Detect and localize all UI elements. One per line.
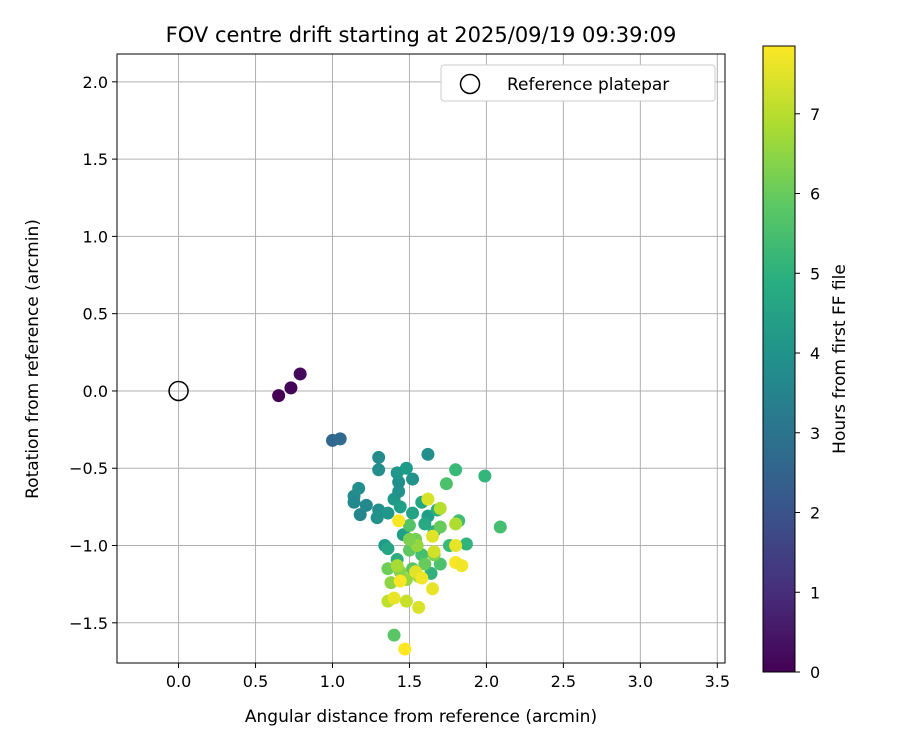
data-point [398, 642, 412, 656]
scatter-points [272, 367, 507, 656]
data-point [353, 508, 367, 522]
colorbar-tick-label: 7 [810, 105, 820, 124]
data-point [359, 498, 373, 512]
data-point [387, 591, 401, 605]
data-point [433, 501, 447, 515]
x-tick-label: 2.0 [474, 672, 499, 691]
colorbar-tick-label: 6 [810, 185, 820, 204]
data-point [333, 432, 347, 446]
data-point [399, 461, 413, 475]
colorbar-label: Hours from first FF file [830, 264, 850, 454]
colorbar-ticks: 0 1 2 3 4 5 6 7 [795, 105, 820, 682]
data-point [449, 517, 463, 531]
data-point [402, 518, 416, 532]
data-point [449, 539, 463, 553]
data-point [272, 389, 286, 403]
chart-title: FOV centre drift starting at 2025/09/19 … [166, 23, 677, 47]
data-point [478, 469, 492, 483]
data-point [418, 557, 432, 571]
y-tick-label: −0.5 [69, 459, 108, 478]
data-point [418, 517, 432, 531]
colorbar-tick-label: 5 [810, 264, 820, 283]
data-point [347, 495, 361, 509]
data-point [459, 537, 473, 551]
data-point [372, 463, 386, 477]
x-tick-label: 1.0 [320, 672, 345, 691]
data-point [381, 506, 395, 520]
data-point [387, 628, 401, 642]
data-point [412, 600, 426, 614]
x-axis-ticks: 0.0 0.5 1.0 1.5 2.0 2.5 3.0 3.5 [166, 663, 730, 691]
y-tick-label: −1.0 [69, 537, 108, 556]
data-point [399, 594, 413, 608]
x-tick-label: 3.5 [705, 672, 730, 691]
data-point [406, 472, 420, 486]
legend-marker [459, 73, 481, 95]
y-tick-label: 0.5 [83, 305, 108, 324]
y-tick-label: 1.0 [83, 227, 108, 246]
data-point [392, 484, 406, 498]
legend-label: Reference platepar [507, 75, 669, 95]
data-point [427, 545, 441, 559]
colorbar-gradient [762, 45, 796, 673]
y-tick-label: −1.5 [69, 614, 108, 633]
data-point [455, 559, 469, 573]
reference-marker [168, 380, 189, 402]
data-point [426, 582, 440, 596]
data-point [390, 559, 404, 573]
x-tick-label: 3.0 [628, 672, 653, 691]
y-tick-label: 1.5 [83, 150, 108, 169]
data-point [372, 450, 386, 464]
data-point [370, 511, 384, 525]
colorbar-tick-label: 2 [810, 504, 820, 523]
y-tick-label: 0.0 [83, 382, 108, 401]
data-point [293, 367, 307, 381]
y-axis-label: Rotation from reference (arcmin) [23, 219, 43, 499]
x-tick-label: 2.5 [551, 672, 576, 691]
data-point [406, 506, 420, 520]
colorbar-tick-label: 0 [810, 663, 820, 682]
plot-frame [116, 53, 726, 664]
data-point [421, 492, 435, 506]
data-point [415, 571, 429, 585]
colorbar-tick-label: 4 [810, 344, 820, 363]
colorbar: 0 1 2 3 4 5 6 7 Hours from first FF file [762, 45, 850, 682]
x-axis-label: Angular distance from reference (arcmin) [245, 707, 597, 727]
data-point [402, 532, 416, 546]
data-point [284, 381, 298, 395]
x-tick-label: 0.5 [243, 672, 268, 691]
y-tick-label: 2.0 [83, 73, 108, 92]
data-point [493, 520, 507, 534]
legend: Reference platepar [440, 64, 716, 102]
data-point [393, 500, 407, 514]
data-point [392, 514, 406, 528]
colorbar-tick-label: 3 [810, 424, 820, 443]
data-point [426, 529, 440, 543]
data-point [433, 557, 447, 571]
data-point [421, 447, 435, 461]
data-point [381, 542, 395, 556]
y-axis-ticks: −1.5 −1.0 −0.5 0.0 0.5 1.0 1.5 2.0 [69, 73, 117, 633]
data-point [433, 520, 447, 534]
colorbar-tick-label: 1 [810, 583, 820, 602]
reference-point [168, 380, 189, 402]
data-point [439, 477, 453, 491]
legend-box [440, 64, 716, 102]
x-tick-label: 1.5 [397, 672, 422, 691]
data-point [449, 463, 463, 477]
data-point [393, 574, 407, 588]
grid-lines [117, 54, 725, 663]
x-tick-label: 0.0 [166, 672, 191, 691]
